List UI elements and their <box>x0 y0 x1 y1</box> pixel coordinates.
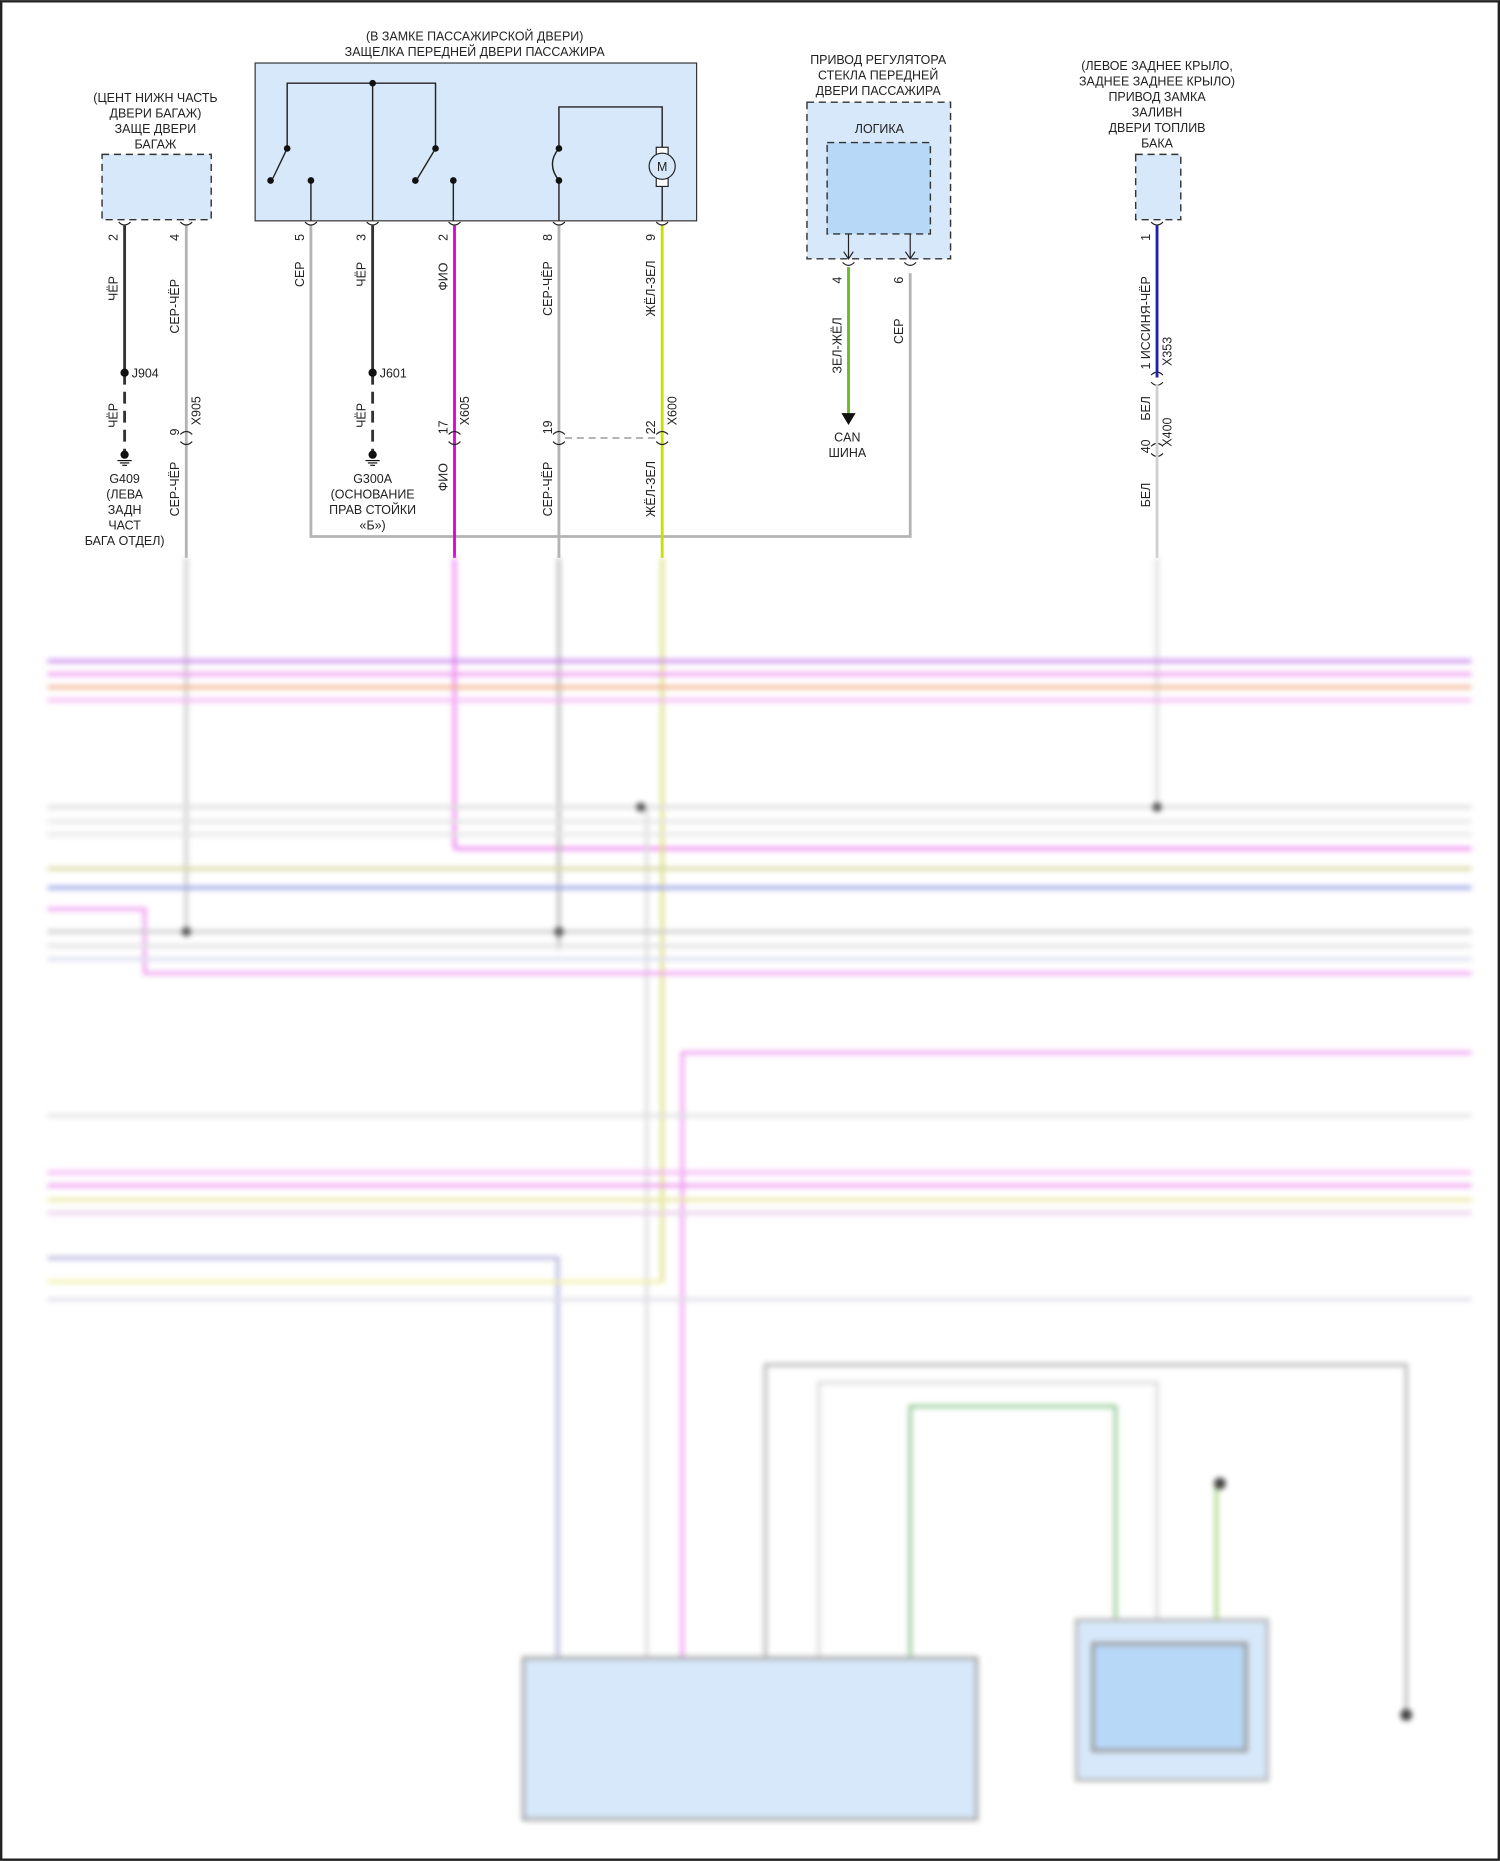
regulator-title-3: ДВЕРИ ПАССАЖИРА <box>816 84 942 98</box>
pin-number: 6 <box>892 277 906 284</box>
trunk-latch-title-4: БАГАЖ <box>134 137 176 151</box>
ground-icon <box>365 450 380 466</box>
fuel-title-5: ДВЕРИ ТОПЛИВ <box>1109 121 1206 135</box>
trunk-latch-title-2: ДВЕРИ БАГАЖ) <box>110 107 202 121</box>
wire-grey <box>309 225 912 538</box>
pin-number: 3 <box>355 234 369 241</box>
connector-label: X600 <box>665 396 679 425</box>
splice-dot <box>368 368 377 377</box>
trunk-latch-box <box>101 153 212 221</box>
wire-color-label: СЕР-ЧЁР <box>541 261 555 316</box>
pin-number: 8 <box>541 234 555 241</box>
passenger-latch: (В ЗАМКЕ ПАССАЖИРСКОЙ ДВЕРИ) ЗАЩЕЛКА ПЕР… <box>254 28 912 558</box>
ground-label: (ЛЕВА <box>106 488 144 502</box>
regulator-title-1: ПРИВОД РЕГУЛЯТОРА <box>810 53 947 67</box>
connector-label: X605 <box>458 396 472 425</box>
ground-label: ЧАСТ <box>108 518 141 532</box>
fuel-title-2: ЗАДНЕЕ ЗАДНЕЕ КРЫЛО) <box>1079 75 1235 89</box>
trunk-latch-title-1: (ЦЕНТ НИЖН ЧАСТЬ <box>93 91 217 105</box>
splice-label: J601 <box>380 366 407 380</box>
pin-number: 2 <box>106 234 120 241</box>
can-bus-label: ШИНА <box>828 446 866 460</box>
trunk-latch-title-3: ЗАЩЕ ДВЕРИ <box>115 122 197 136</box>
ground-label: ПРАВ СТОЙКИ <box>329 502 416 517</box>
ground-label: (ОСНОВАНИЕ <box>331 488 415 502</box>
wire-color-label: БЕЛ <box>1139 396 1153 421</box>
pin-number: 4 <box>168 234 182 241</box>
latch-title-1: (В ЗАМКЕ ПАССАЖИРСКОЙ ДВЕРИ) <box>366 28 583 43</box>
splice-dot <box>120 368 129 377</box>
logic-label: ЛОГИКА <box>855 122 905 136</box>
wire-color-label: ЖЁЛ-ЗЕЛ <box>644 260 658 316</box>
connector-icons <box>118 221 1164 457</box>
wire-color-label: ЧЁР <box>106 276 120 301</box>
wire-color-label: СЕР-ЧЁР <box>168 279 182 334</box>
fuel-title-1: (ЛЕВОЕ ЗАДНЕЕ КРЫЛО, <box>1081 59 1233 73</box>
pin-number: 4 <box>830 277 844 284</box>
splice-label: J904 <box>132 366 159 380</box>
pin-number: 1 <box>1139 234 1153 241</box>
connector-label: X400 <box>1160 417 1174 446</box>
pin-number: 5 <box>293 234 307 241</box>
fuel-door-box <box>1134 153 1182 221</box>
connector-pin: 9 <box>168 429 182 436</box>
fuel-door-lock: (ЛЕВОЕ ЗАДНЕЕ КРЫЛО, ЗАДНЕЕ ЗАДНЕЕ КРЫЛО… <box>1079 59 1235 558</box>
svg-text:M: M <box>657 160 667 174</box>
connector-pin: 17 <box>436 420 450 434</box>
connector-label: X353 <box>1160 337 1174 366</box>
can-bus-label: CAN <box>834 431 860 445</box>
wire-color-label: ЧЁР <box>355 403 369 428</box>
ground-label: ЗАДН <box>108 503 142 517</box>
wire-color-label: СЕР <box>892 318 906 344</box>
fuel-title-6: БАКА <box>1141 136 1173 150</box>
pin-number: 2 <box>436 234 450 241</box>
ground-label: G409 <box>109 472 140 486</box>
fuel-title-4: ЗАЛИВН <box>1132 105 1183 119</box>
connector-pin: 19 <box>541 420 555 434</box>
switch-contacts <box>267 79 563 184</box>
connector-pin: 40 <box>1139 439 1153 453</box>
wire-color-label: ФИО <box>436 463 450 491</box>
logic-module <box>826 141 932 235</box>
wire-color-label: СЕР <box>293 261 307 287</box>
latch-title-2: ЗАЩЕЛКА ПЕРЕДНЕЙ ДВЕРИ ПАССАЖИРА <box>345 44 606 59</box>
ground-label: «Б») <box>360 518 386 532</box>
wire-color-label: ЧЁР <box>355 262 369 287</box>
blurred-lower-diagram <box>47 557 1472 1822</box>
wire-color-label: 1 ИССИНЯ-ЧЁР <box>1139 276 1153 369</box>
ground-label: БАГА ОТДЕЛ) <box>85 534 165 548</box>
wire-color-label: ЗЕЛ-ЖЁЛ <box>830 317 844 373</box>
fuel-title-3: ПРИВОД ЗАМКА <box>1108 90 1206 104</box>
wire-color-label: СЕР-ЧЁР <box>168 462 182 517</box>
pin-number: 9 <box>644 234 658 241</box>
connector-pin: 22 <box>644 420 658 434</box>
wire-color-label: БЕЛ <box>1139 483 1153 508</box>
wire-color-label: ЧЁР <box>106 403 120 428</box>
motor-icon: M <box>648 146 676 188</box>
ground-icon <box>117 450 132 466</box>
trunk-latch: (ЦЕНТ НИЖН ЧАСТЬ ДВЕРИ БАГАЖ) ЗАЩЕ ДВЕРИ… <box>85 91 218 558</box>
connector-label: X905 <box>190 396 204 425</box>
window-regulator: ПРИВОД РЕГУЛЯТОРА СТЕКЛА ПЕРЕДНЕЙ ДВЕРИ … <box>806 53 952 460</box>
wire-color-label: СЕР-ЧЁР <box>541 462 555 517</box>
arrow-down-icon <box>841 413 856 425</box>
regulator-title-2: СТЕКЛА ПЕРЕДНЕЙ <box>818 68 938 83</box>
wire-color-label: ЖЁЛ-ЗЕЛ <box>644 461 658 517</box>
output-arrows <box>843 233 916 260</box>
wire-color-label: ФИО <box>436 262 450 290</box>
latch-box <box>254 62 698 222</box>
ground-label: G300A <box>353 472 392 486</box>
